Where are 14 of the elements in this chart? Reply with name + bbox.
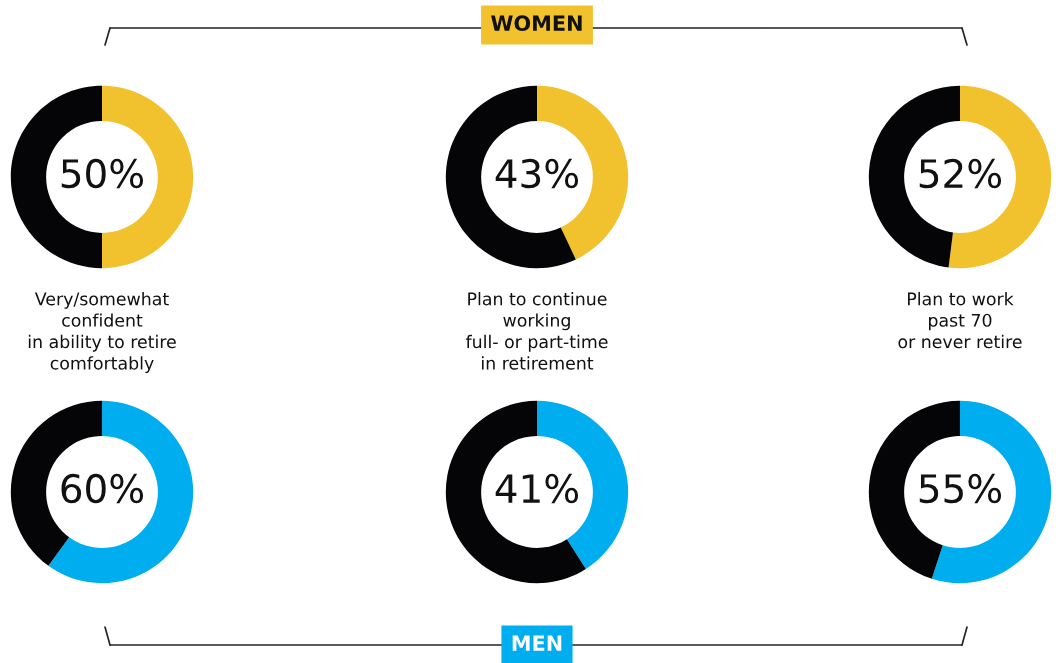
- data-label: 52%: [919, 158, 1002, 189]
- donut-slice: [445, 85, 576, 269]
- text: Plan to work past 70 or never retire: [898, 292, 1022, 349]
- donut-slice: [48, 400, 194, 584]
- donut-slice: [445, 400, 586, 584]
- data-label: 41%: [495, 473, 579, 504]
- data-label: 55%: [919, 473, 1002, 504]
- chart-title: WOMEN: [491, 15, 582, 32]
- text: Plan to continue working full- or part-time in retirement: [465, 292, 608, 370]
- text: MEN: [512, 635, 562, 651]
- data-label: 43%: [495, 158, 579, 189]
- text: Very/somewhat confident in ability to retire comfortably: [28, 292, 176, 374]
- data-label: 50%: [61, 158, 144, 189]
- data-label: 60%: [61, 473, 144, 504]
